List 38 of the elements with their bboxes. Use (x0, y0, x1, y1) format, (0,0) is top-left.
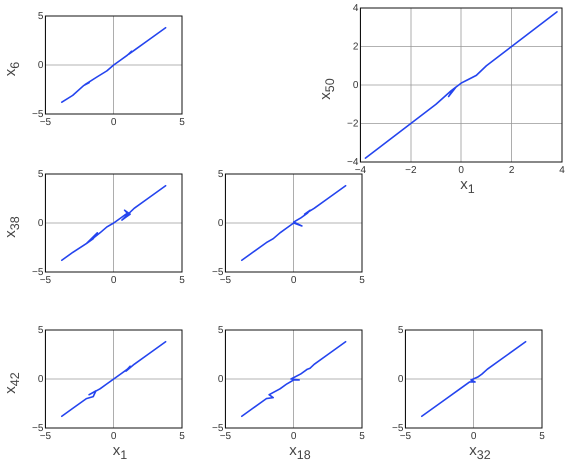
y-tick-label: −5 (212, 266, 224, 278)
y-tick-label: 5 (398, 324, 404, 336)
y-tick-label: −5 (212, 422, 224, 434)
x-tick-label: 5 (179, 274, 186, 286)
x-tick-label: 0 (110, 116, 117, 128)
y-tick-label: 0 (218, 218, 224, 229)
x-tick-label: −2 (405, 164, 417, 176)
x-tick-label: 2 (508, 164, 515, 176)
y-tick-label: 0 (398, 374, 404, 385)
y-tick-label: 2 (352, 41, 359, 52)
x-tick-label: 5 (539, 430, 546, 442)
x-tick-label: 0 (110, 274, 117, 286)
y-tick-label: −5 (32, 266, 44, 278)
y-tick-label: −5 (32, 108, 44, 120)
y-tick-label: 0 (38, 218, 44, 229)
x-axis-title: x$_{1}$ (112, 442, 128, 462)
x-tick-label: 5 (179, 430, 186, 442)
y-tick-label: 0 (38, 60, 44, 71)
y-tick-label: −5 (392, 422, 404, 434)
x-tick-label: 0 (470, 430, 477, 442)
y-tick-label: 0 (352, 80, 359, 91)
y-tick-label: −5 (32, 422, 44, 434)
x-tick-label: 5 (179, 116, 186, 128)
y-tick-label: 5 (38, 324, 44, 336)
y-tick-label: 4 (352, 2, 359, 14)
x-tick-label: 0 (458, 164, 464, 176)
x-tick-label: 0 (290, 430, 297, 442)
y-tick-label: 0 (218, 374, 224, 385)
x-axis-title: x$_{1}$ (459, 176, 476, 196)
y-tick-label: 5 (38, 10, 44, 22)
y-tick-label: −4 (346, 156, 359, 168)
x-axis-title: x$_{32}$ (468, 442, 492, 462)
x-axis-title: x$_{18}$ (288, 442, 312, 462)
x-tick-label: 4 (559, 164, 566, 176)
y-tick-label: 0 (38, 374, 44, 385)
x-tick-label: 0 (290, 274, 297, 286)
y-tick-label: 5 (218, 324, 224, 336)
x-tick-label: 0 (110, 430, 117, 442)
